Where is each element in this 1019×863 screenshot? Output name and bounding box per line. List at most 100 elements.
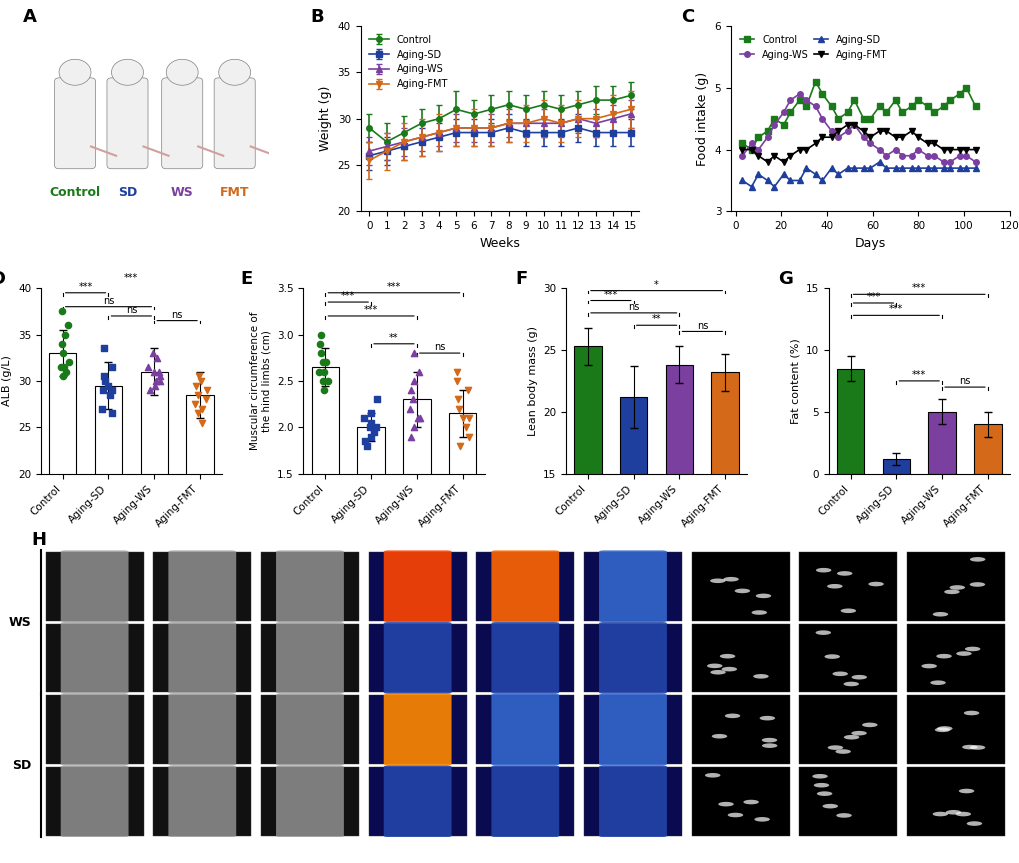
Bar [691,551,789,620]
Circle shape [826,746,843,750]
Bar [368,623,466,692]
Point [318,356,334,369]
Bar [584,623,682,692]
Circle shape [840,608,855,613]
Bar [153,551,251,620]
Bar [46,623,144,692]
FancyBboxPatch shape [168,551,236,622]
Point [316,365,332,379]
Circle shape [961,745,976,749]
Circle shape [955,652,971,656]
Bar [799,767,897,835]
Circle shape [752,674,768,678]
Aging-FMT [911,132,923,142]
Point [458,420,474,434]
Control [752,132,764,142]
Line: Control: Control [739,79,977,153]
Circle shape [111,60,144,85]
Bar [584,767,682,835]
Circle shape [717,802,733,806]
Point [53,360,69,374]
Point [55,369,71,383]
Bar [261,623,359,692]
Point [362,420,378,434]
Text: D: D [0,270,5,288]
Aging-SD [944,163,956,173]
Point [359,439,375,453]
Bar [476,623,574,692]
Aging-WS [745,138,757,148]
Point [405,393,421,406]
Circle shape [754,817,769,822]
Bar [584,551,682,620]
Circle shape [709,670,726,675]
Point [104,383,120,397]
FancyBboxPatch shape [214,78,255,169]
Circle shape [955,812,970,816]
Point [55,346,71,360]
Point [199,383,215,397]
Aging-WS [793,89,805,99]
Aging-FMT [968,144,980,154]
Text: ***: *** [78,282,93,292]
Aging-SD [905,163,917,173]
Y-axis label: Food intake (g): Food intake (g) [695,72,708,166]
Aging-WS [784,95,796,105]
Text: WS: WS [8,615,32,628]
Point [53,337,69,350]
Aging-WS [944,157,956,167]
Point [146,365,162,379]
Bar [49,353,76,659]
Circle shape [722,577,738,582]
Point [406,374,422,387]
Aging-FMT [944,144,956,154]
Point [97,374,113,387]
Point [460,383,476,397]
Point [190,387,206,401]
Aging-SD [968,163,980,173]
FancyBboxPatch shape [491,765,558,837]
FancyBboxPatch shape [598,765,666,837]
Point [60,318,76,332]
Point [198,393,214,406]
Circle shape [935,654,951,658]
Control [800,101,812,111]
Bar [153,696,251,764]
Control [784,107,796,117]
Bar [906,623,1004,692]
Circle shape [931,612,948,616]
Aging-FMT [767,150,780,161]
Point [411,365,427,379]
Circle shape [944,589,959,594]
Aging-WS [936,157,949,167]
Bar [312,367,338,613]
Control [848,95,860,105]
Point [461,430,477,444]
Legend: Control, Aging-WS, Aging-SD, Aging-FMT: Control, Aging-WS, Aging-SD, Aging-FMT [735,31,891,63]
Circle shape [851,675,866,679]
Point [403,430,419,444]
Aging-SD [959,163,971,173]
Circle shape [815,568,830,572]
Control [832,113,844,123]
FancyBboxPatch shape [276,694,343,765]
Point [461,411,477,425]
Bar [927,412,955,474]
Point [145,346,161,360]
Text: ns: ns [171,310,182,319]
Circle shape [969,583,984,587]
Aging-WS [848,120,860,130]
Point [312,346,328,360]
Bar [711,372,738,659]
Aging-WS [800,95,812,105]
Point [451,439,468,453]
Text: C: C [680,8,693,26]
FancyBboxPatch shape [107,78,148,169]
Point [104,406,120,420]
Point [403,383,419,397]
Bar [799,623,897,692]
Circle shape [704,773,719,778]
Circle shape [823,654,839,658]
Circle shape [949,585,964,589]
Point [454,411,471,425]
